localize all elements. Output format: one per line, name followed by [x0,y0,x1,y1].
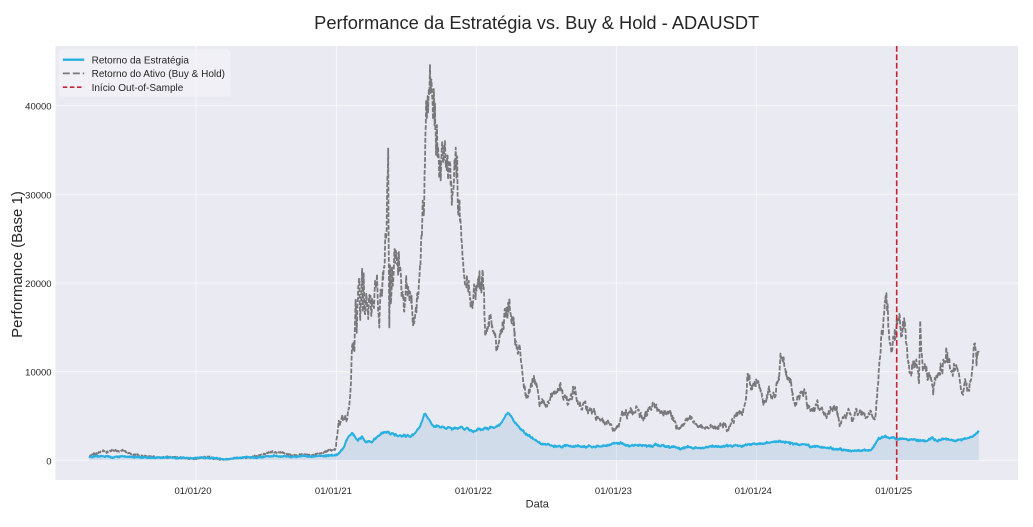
svg-text:Performance da Estratégia vs.: Performance da Estratégia vs. Buy & Hold… [314,12,759,33]
svg-text:0: 0 [46,456,51,467]
svg-text:01/01/22: 01/01/22 [455,486,492,497]
svg-text:Retorno do Ativo (Buy & Hold): Retorno do Ativo (Buy & Hold) [92,69,225,80]
svg-text:40000: 40000 [25,102,51,113]
svg-text:01/01/21: 01/01/21 [315,486,352,497]
svg-text:10000: 10000 [25,368,51,379]
svg-text:Início Out-of-Sample: Início Out-of-Sample [92,83,184,94]
svg-text:Data: Data [526,499,550,511]
svg-text:20000: 20000 [25,279,51,290]
svg-text:Performance (Base 1): Performance (Base 1) [9,191,26,338]
svg-text:01/01/24: 01/01/24 [735,486,772,497]
svg-text:30000: 30000 [25,190,51,201]
svg-text:01/01/23: 01/01/23 [595,486,632,497]
svg-text:Retorno da Estratégia: Retorno da Estratégia [92,55,190,66]
svg-text:01/01/25: 01/01/25 [875,486,912,497]
svg-text:01/01/20: 01/01/20 [175,486,212,497]
